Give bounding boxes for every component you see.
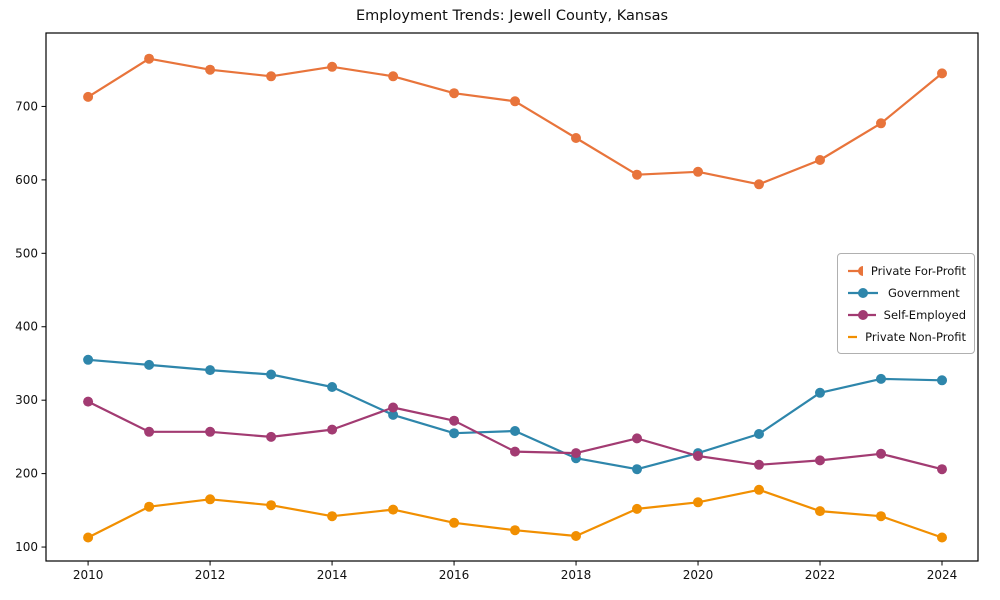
data-point-self-employed bbox=[937, 464, 947, 475]
data-point-private-non-profit bbox=[144, 501, 155, 512]
y-tick-label: 100 bbox=[15, 540, 38, 554]
data-point-private-non-profit bbox=[510, 525, 520, 536]
data-point-government bbox=[632, 464, 642, 475]
data-point-private-non-profit bbox=[266, 500, 277, 511]
x-tick-label: 2018 bbox=[561, 568, 592, 582]
x-tick-label: 2016 bbox=[439, 568, 470, 582]
data-point-self-employed bbox=[449, 415, 460, 426]
data-point-private-non-profit bbox=[83, 532, 94, 543]
chart-title: Employment Trends: Jewell County, Kansas bbox=[355, 8, 669, 24]
data-point-government bbox=[876, 373, 886, 384]
data-point-private-non-profit bbox=[571, 531, 581, 541]
data-point-private-for-profit bbox=[510, 96, 520, 107]
data-point-private-non-profit bbox=[632, 503, 642, 514]
y-tick-label: 400 bbox=[15, 320, 38, 334]
data-point-government bbox=[937, 375, 947, 386]
data-point-government bbox=[144, 359, 155, 370]
legend-item-private-non-profit: Private Non-Profit bbox=[846, 326, 966, 348]
data-point-private-for-profit bbox=[876, 118, 886, 129]
data-point-private-for-profit bbox=[144, 53, 155, 64]
legend-item-self-employed: Self-Employed bbox=[846, 304, 966, 326]
data-point-self-employed bbox=[388, 402, 399, 413]
series-line-private-for-profit bbox=[86, 57, 944, 186]
plot-frame bbox=[45, 32, 979, 562]
data-point-private-non-profit bbox=[876, 511, 886, 522]
data-point-private-for-profit bbox=[632, 169, 642, 180]
data-point-private-for-profit bbox=[83, 91, 94, 102]
y-tick-label: 200 bbox=[15, 467, 38, 481]
data-point-private-for-profit bbox=[388, 71, 399, 82]
data-point-private-for-profit bbox=[327, 61, 338, 72]
x-tick-label: 2010 bbox=[73, 568, 104, 582]
legend-label: Self-Employed bbox=[883, 308, 966, 322]
legend-marker-icon bbox=[848, 288, 878, 298]
data-point-private-non-profit bbox=[754, 484, 764, 495]
data-point-government bbox=[327, 382, 338, 392]
data-point-private-non-profit bbox=[205, 494, 216, 505]
x-tick-label: 2014 bbox=[317, 568, 348, 582]
data-point-private-non-profit bbox=[388, 504, 399, 515]
legend-marker-icon bbox=[848, 266, 863, 276]
data-point-private-non-profit bbox=[327, 511, 338, 522]
data-point-self-employed bbox=[571, 448, 581, 459]
legend-marker-icon bbox=[848, 335, 858, 339]
legend-label: Government bbox=[888, 286, 960, 300]
data-point-private-non-profit bbox=[449, 517, 460, 528]
x-tick-label: 2024 bbox=[927, 568, 958, 582]
y-tick-label: 500 bbox=[15, 246, 38, 260]
data-point-government bbox=[266, 369, 277, 380]
data-point-self-employed bbox=[205, 426, 216, 437]
data-point-private-for-profit bbox=[266, 71, 277, 82]
data-point-private-non-profit bbox=[815, 506, 825, 517]
data-point-self-employed bbox=[266, 431, 277, 442]
legend-label: Private For-Profit bbox=[870, 264, 966, 278]
data-point-private-for-profit bbox=[754, 179, 764, 190]
data-point-private-for-profit bbox=[693, 166, 703, 177]
data-point-government bbox=[388, 409, 399, 420]
x-tick-label: 2022 bbox=[805, 568, 836, 582]
data-point-self-employed bbox=[815, 455, 825, 466]
data-point-self-employed bbox=[693, 451, 703, 461]
data-point-self-employed bbox=[327, 424, 338, 435]
data-point-government bbox=[205, 365, 216, 376]
data-point-private-for-profit bbox=[815, 155, 825, 165]
data-point-self-employed bbox=[754, 459, 764, 470]
data-point-private-non-profit bbox=[693, 497, 703, 508]
data-point-private-for-profit bbox=[449, 88, 460, 99]
x-tick-label: 2020 bbox=[683, 568, 714, 582]
data-point-self-employed bbox=[510, 446, 520, 457]
legend-marker-icon bbox=[848, 310, 876, 320]
data-point-government bbox=[754, 429, 764, 439]
x-tick-label: 2012 bbox=[195, 568, 226, 582]
data-point-self-employed bbox=[876, 448, 886, 459]
legend-item-government: Government bbox=[846, 282, 966, 304]
data-point-government bbox=[510, 426, 520, 436]
data-point-government bbox=[83, 354, 94, 365]
legend-label: Private Non-Profit bbox=[865, 330, 966, 344]
data-point-self-employed bbox=[144, 426, 155, 437]
legend: Private For-Profit Government Self-Employe… bbox=[837, 253, 975, 354]
data-point-government bbox=[815, 387, 825, 398]
data-point-government bbox=[449, 428, 460, 439]
data-point-private-for-profit bbox=[571, 133, 581, 143]
data-point-self-employed bbox=[632, 433, 642, 444]
data-point-self-employed bbox=[83, 396, 94, 407]
data-point-private-for-profit bbox=[205, 64, 216, 75]
legend-item-private-for-profit: Private For-Profit bbox=[846, 260, 966, 282]
y-tick-label: 300 bbox=[15, 393, 38, 407]
y-tick-label: 700 bbox=[15, 99, 38, 113]
data-point-private-for-profit bbox=[937, 68, 947, 79]
y-tick-label: 600 bbox=[15, 173, 38, 187]
data-point-private-non-profit bbox=[937, 532, 947, 543]
